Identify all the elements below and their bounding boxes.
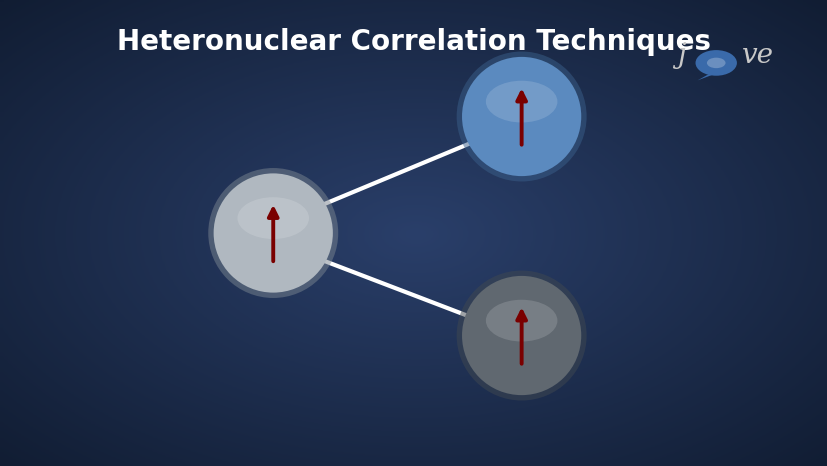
Ellipse shape	[461, 276, 581, 395]
Text: j: j	[676, 42, 685, 69]
Ellipse shape	[485, 81, 557, 123]
Ellipse shape	[695, 50, 736, 76]
Text: ve: ve	[741, 42, 772, 69]
Ellipse shape	[457, 271, 586, 400]
Ellipse shape	[485, 300, 557, 342]
Polygon shape	[696, 71, 721, 80]
Ellipse shape	[208, 168, 337, 298]
Ellipse shape	[706, 58, 724, 68]
Text: Heteronuclear Correlation Techniques: Heteronuclear Correlation Techniques	[117, 28, 710, 56]
Ellipse shape	[457, 52, 586, 181]
Ellipse shape	[461, 57, 581, 176]
Ellipse shape	[237, 197, 308, 239]
Ellipse shape	[213, 173, 332, 293]
